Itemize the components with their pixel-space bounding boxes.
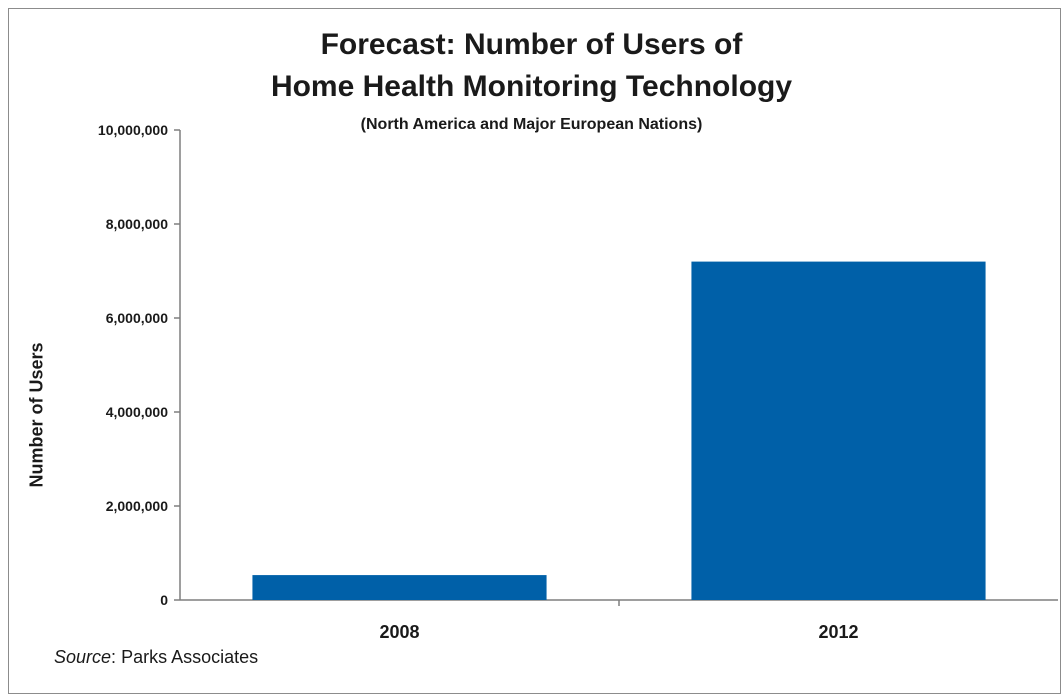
source-label: Source — [54, 647, 112, 667]
chart-title-line-2: Home Health Monitoring Technology — [270, 70, 793, 103]
source-separator: : — [111, 647, 117, 667]
y-tick-label: 2,000,000 — [106, 498, 168, 514]
bar-2012 — [691, 261, 986, 600]
chart-title-line-1: Forecast: Number of Users of — [320, 28, 743, 61]
chart-subtitle: (North America and Major European Nation… — [360, 116, 703, 133]
source-text: Parks Associates — [121, 647, 259, 667]
source-note: Source: Parks Associates — [54, 647, 258, 668]
x-category-label: 2012 — [818, 622, 858, 642]
y-tick-label: 0 — [160, 592, 168, 608]
y-tick-label: 4,000,000 — [106, 404, 168, 420]
y-tick-label: 8,000,000 — [106, 216, 168, 232]
y-tick-label: 6,000,000 — [106, 310, 168, 326]
x-category-label: 2008 — [379, 622, 419, 642]
y-tick-label: 10,000,000 — [98, 122, 168, 138]
bar-2008 — [252, 575, 547, 600]
